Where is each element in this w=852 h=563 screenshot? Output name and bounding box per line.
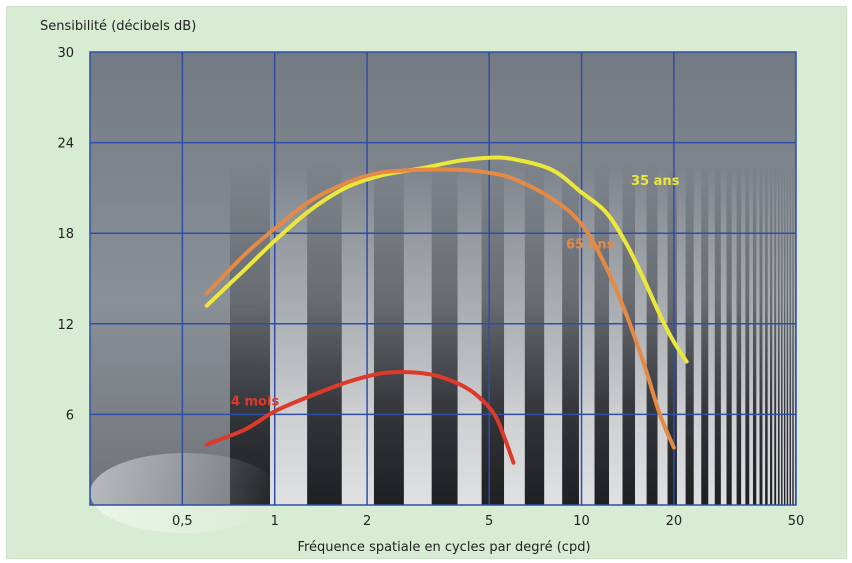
y-tick-label: 12 [57,318,74,333]
series-label: 65 ans [566,237,615,252]
grating-dark-band [774,52,777,505]
grating-dark-band [524,52,545,505]
grating-dark-band [781,52,783,505]
grating-light-band [457,52,482,505]
grating-light-band [731,52,737,505]
grating-dark-band [685,52,694,505]
grating-dark-band [777,52,780,505]
x-tick-label: 1 [271,514,279,529]
grating-dark-band [431,52,458,505]
x-tick-label: 5 [485,514,493,529]
grating-light-band [772,52,775,505]
series-line [204,167,676,450]
grating-dark-band [714,52,721,505]
grating-light-band [635,52,647,505]
grating-light-band [270,52,308,505]
grating-light-band [693,52,702,505]
grating-light-band [720,52,727,505]
grating-light-band [741,52,746,505]
low-frequency-glow [90,453,280,533]
grating-light-band [708,52,715,505]
grating-light-band [788,52,790,505]
series-label: 4 mois [231,394,280,409]
grating-dark-band [622,52,636,505]
grating-light-band [793,52,796,505]
grating-light-band [504,52,525,505]
plot-background [90,52,797,533]
grating-light-band [657,52,668,505]
x-tick-label: 50 [788,514,805,529]
series-line [204,370,516,465]
gridlines [89,51,797,506]
y-tick-label: 30 [57,46,74,61]
grating-dark-band [752,52,757,505]
y-axis-title: Sensibilité (décibels dB) [40,19,196,34]
series-line [204,155,689,364]
grating-dark-band [726,52,732,505]
grating-dark-band [770,52,773,505]
grating-dark-band [562,52,579,505]
grating-dark-band [481,52,505,505]
grating-light-band [756,52,760,505]
y-tick-label: 18 [57,227,74,242]
grating-dark-band [307,52,342,505]
grating-dark-band [783,52,786,505]
x-tick-labels: 0,5 1 2 5 10 20 50 [172,514,804,529]
x-tick-label: 10 [573,514,590,529]
grating-dark-band [786,52,789,505]
y-tick-label: 6 [66,408,74,423]
series-lines [204,155,689,465]
x-tick-label: 0,5 [172,514,193,529]
y-tick-label: 24 [57,137,74,152]
grating-light-band [544,52,563,505]
x-tick-label: 20 [666,514,683,529]
grating-dark-band [373,52,404,505]
series-labels: 35 ans 65 ans 4 mois [231,174,680,409]
grating-dark-band [765,52,768,505]
grating-light-band [776,52,778,505]
grating-dark-band [736,52,742,505]
grating-light-band [767,52,771,505]
grating-light-band [749,52,753,505]
grating-dark-band [594,52,610,505]
grating-light-band [676,52,686,505]
contrast-grating [230,52,797,505]
grating-light-band [762,52,766,505]
grating-light-band [341,52,374,505]
grating-light-band [779,52,782,505]
series-label: 35 ans [631,174,680,189]
plot-border [89,51,797,506]
grating-light-band [785,52,787,505]
x-tick-label: 2 [363,514,371,529]
grating-dark-band [745,52,750,505]
grating-dark-band [759,52,763,505]
grating-light-band [790,52,793,505]
grating-dark-band [792,52,794,505]
grating-light-band [609,52,623,505]
grating-dark-band [701,52,709,505]
grating-light-band [782,52,784,505]
x-axis-title: Fréquence spatiale en cycles par degré (… [297,540,590,555]
grating-dark-band [646,52,658,505]
y-tick-labels: 6 12 18 24 30 [57,46,74,423]
grating-light-band [578,52,595,505]
grating-dark-band [789,52,791,505]
grating-light-band [403,52,432,505]
grating-dark-band [667,52,677,505]
